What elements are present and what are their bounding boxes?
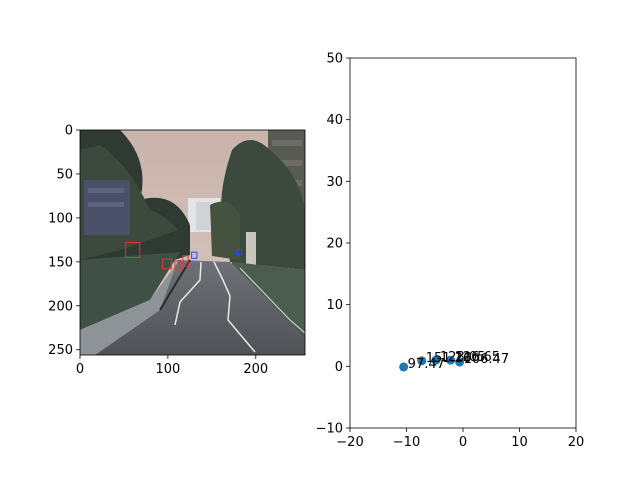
image-x-tick-label: 100 <box>155 362 180 377</box>
image-x-tick-label: 0 <box>76 362 84 377</box>
scatter-y-tick-label: 50 <box>326 52 343 67</box>
detection-box-blue <box>235 249 243 256</box>
scatter-y-tick-label: 20 <box>326 237 343 252</box>
scatter-x-tick-label: −10 <box>393 435 420 450</box>
scatter-point <box>431 355 441 365</box>
detection-box-red <box>182 255 189 267</box>
scatter-y-tick-label: 0 <box>335 360 343 375</box>
detection-box-blue <box>191 251 198 259</box>
scatter-point-label: 106.47 <box>464 352 510 367</box>
image-y-tick-label: 100 <box>48 211 73 226</box>
detection-box-red <box>174 260 181 270</box>
detection-box-red <box>162 258 172 270</box>
scatter-x-tick-label: 20 <box>568 435 585 450</box>
scatter-point-label: 128.05 <box>440 350 486 365</box>
scatter-y-tick-label: 40 <box>326 113 343 128</box>
image-frame <box>79 129 306 356</box>
scatter-point-label: 97.47 <box>408 357 445 372</box>
detection-box-red <box>125 242 141 258</box>
scatter-x-tick-label: −20 <box>336 435 363 450</box>
scatter-point <box>417 356 427 366</box>
image-y-tick-label: 250 <box>48 343 73 358</box>
scatter-point <box>399 362 409 372</box>
image-y-tick-label: 50 <box>56 167 73 182</box>
image-y-tick-label: 0 <box>65 124 73 139</box>
scatter-point <box>446 355 456 365</box>
scatter-point <box>455 357 465 367</box>
camera-image <box>80 130 305 355</box>
detection-boxes <box>125 242 243 270</box>
scatter-point-label: 126.65 <box>455 350 501 365</box>
scatter-background <box>350 58 576 428</box>
image-x-tick-label: 200 <box>243 362 268 377</box>
image-y-tick-label: 150 <box>48 255 73 270</box>
scatter-y-tick-label: 10 <box>326 298 343 313</box>
scatter-point-label: 151.26 <box>426 351 472 366</box>
image-axes: 0 100 200 0 50 100 150 200 250 <box>48 124 268 378</box>
image-y-tick-label: 200 <box>48 299 73 314</box>
scatter-y-tick-label: 30 <box>326 175 343 190</box>
scatter-x-tick-label: 10 <box>511 435 528 450</box>
scatter-x-tick-label: 0 <box>459 435 467 450</box>
scatter-y-tick-label: −10 <box>316 422 343 437</box>
scatter-frame <box>349 57 577 429</box>
camera-image-panel: 0 100 200 0 50 100 150 200 250 <box>48 124 306 378</box>
